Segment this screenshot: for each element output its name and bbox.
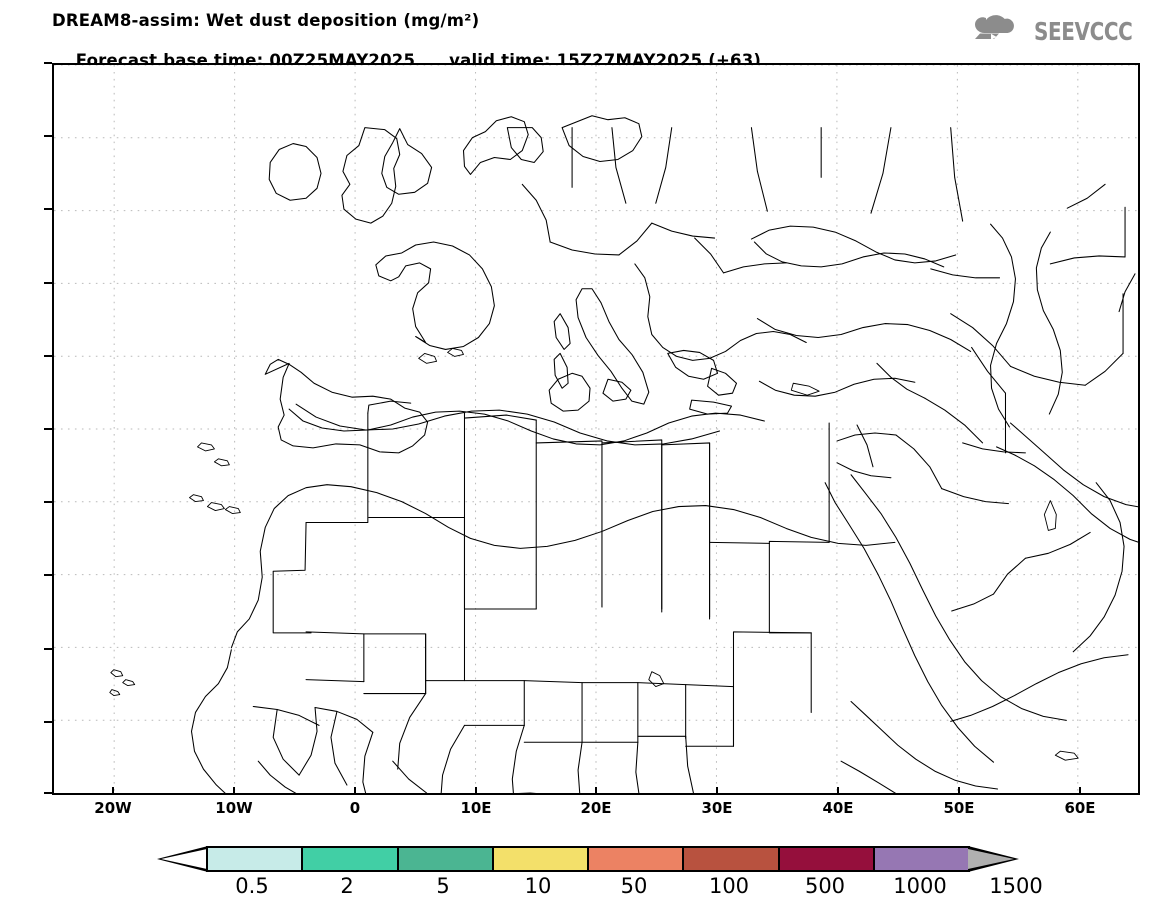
x-tick-label: 10W (215, 799, 253, 817)
colorbar-under-fill (161, 849, 207, 869)
y-tick (44, 355, 52, 357)
x-tick (837, 787, 839, 795)
map-gridlines (54, 65, 1138, 793)
x-tick-label: 20E (580, 799, 612, 817)
y-tick (44, 721, 52, 723)
colorbar-segment (208, 848, 304, 870)
x-tick-label: 0 (349, 799, 361, 817)
colorbar-track (206, 846, 970, 872)
colorbar-segment (589, 848, 685, 870)
y-tick (44, 574, 52, 576)
x-tick-label: 20W (94, 799, 132, 817)
colorbar-segment (493, 848, 589, 870)
x-tick (112, 787, 114, 795)
colorbar-segment (684, 848, 780, 870)
colorbar-segment (874, 848, 968, 870)
y-tick (44, 135, 52, 137)
colorbar-tick-label: 1000 (893, 874, 947, 898)
colorbar-segment (779, 848, 875, 870)
colorbar-tick-label: 10 (524, 874, 552, 898)
page-title: DREAM8-assim: Wet dust deposition (mg/m²… (52, 11, 480, 30)
map-plot-area[interactable] (52, 63, 1140, 795)
colorbar-tick-label: 500 (804, 874, 846, 898)
y-tick (44, 501, 52, 503)
colorbar-tick-label: 50 (620, 874, 648, 898)
y-tick (44, 428, 52, 430)
colorbar-tick-label: 0.5 (235, 874, 269, 898)
x-tick (354, 787, 356, 795)
y-tick (44, 792, 52, 794)
y-tick (44, 208, 52, 210)
x-tick (595, 787, 597, 795)
y-tick (44, 62, 52, 64)
colorbar-tick-label: 5 (436, 874, 450, 898)
logo-text: SEEVCCC (1033, 16, 1133, 46)
colorbar-segment (303, 848, 399, 870)
y-tick (44, 282, 52, 284)
x-tick (233, 787, 235, 795)
x-tick-label: 30E (701, 799, 733, 817)
x-tick-label: 40E (822, 799, 854, 817)
y-tick (44, 648, 52, 650)
x-tick (958, 787, 960, 795)
cloud-icon (969, 13, 1027, 49)
colorbar-tick-label: 2 (340, 874, 354, 898)
coastline-and-border-overlay (109, 115, 1138, 793)
colorbar-tick-label: 100 (708, 874, 750, 898)
x-tick (1079, 787, 1081, 795)
colorbar-segment (398, 848, 494, 870)
x-tick-label: 60E (1064, 799, 1096, 817)
colorbar-over-fill (968, 849, 1014, 869)
x-tick-label: 50E (943, 799, 975, 817)
seevccc-logo: SEEVCCC (969, 14, 1157, 48)
colorbar (157, 846, 1019, 872)
x-tick-label: 10E (460, 799, 492, 817)
x-tick (475, 787, 477, 795)
colorbar-tick-label: 1500 (989, 874, 1043, 898)
x-tick (716, 787, 718, 795)
